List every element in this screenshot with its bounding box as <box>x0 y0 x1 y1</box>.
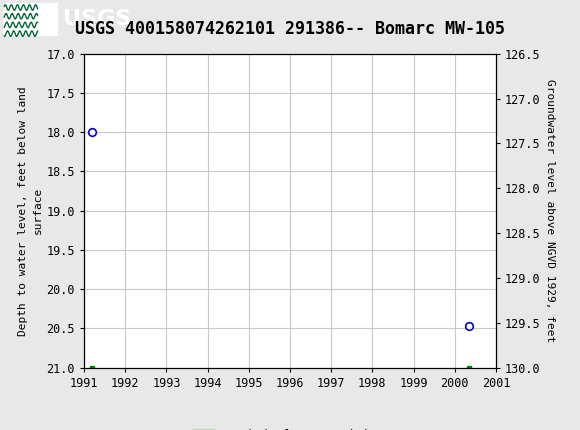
Y-axis label: Depth to water level, feet below land
surface: Depth to water level, feet below land su… <box>19 86 42 335</box>
Y-axis label: Groundwater level above NGVD 1929, feet: Groundwater level above NGVD 1929, feet <box>545 79 554 342</box>
Bar <box>3 3 58 37</box>
Text: USGS 400158074262101 291386-- Bomarc MW-105: USGS 400158074262101 291386-- Bomarc MW-… <box>75 20 505 38</box>
Legend: Period of approved data: Period of approved data <box>187 424 393 430</box>
Text: USGS: USGS <box>63 9 131 29</box>
